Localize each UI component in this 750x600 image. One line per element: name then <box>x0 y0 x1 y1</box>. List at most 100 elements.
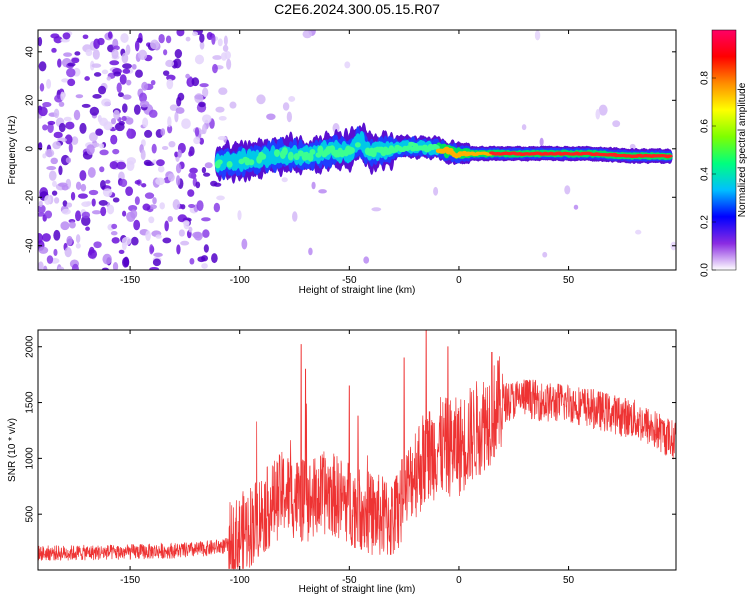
heatmap-cell <box>71 263 79 270</box>
x-tick-label: -100 <box>230 275 250 286</box>
heatmap-cell <box>81 201 91 207</box>
heatmap-cell <box>125 44 131 55</box>
heatmap-cell <box>92 94 102 99</box>
heatmap-cell <box>38 61 47 72</box>
heatmap-cell <box>148 204 158 210</box>
heatmap-cell <box>363 256 370 264</box>
snr-x-axis-label: Height of straight line (km) <box>299 584 416 595</box>
heatmap-cell <box>318 189 327 194</box>
x-tick-label: 50 <box>563 575 575 586</box>
heatmap-cell <box>92 142 100 148</box>
heatmap-cell <box>107 31 113 39</box>
heatmap-cell <box>167 116 172 128</box>
heatmap-cell <box>67 62 76 67</box>
heatmap-cell <box>371 207 382 212</box>
heatmap-cell <box>122 68 131 74</box>
y-tick-label: 2000 <box>25 335 36 358</box>
heatmap-cell <box>201 166 207 174</box>
heatmap-cell <box>174 111 179 123</box>
heatmap-cell <box>188 150 193 157</box>
heatmap-cell <box>51 190 58 196</box>
heatmap-cell <box>58 165 63 176</box>
heatmap-ridge-cell <box>307 152 314 162</box>
y-tick-label: 0 <box>25 146 36 152</box>
heatmap-cell <box>112 197 120 203</box>
heatmap-ridge-cell <box>260 153 267 160</box>
heatmap-cell <box>87 249 98 259</box>
heatmap-cell <box>598 104 608 116</box>
heatmap-cell <box>155 234 162 239</box>
colorbar-tick-label: 0.4 <box>700 167 711 181</box>
heatmap-cell <box>237 210 242 221</box>
heatmap-cell <box>281 177 288 183</box>
heatmap-cell <box>85 48 93 57</box>
heatmap-cell <box>91 63 102 68</box>
heatmap-cell <box>100 206 107 217</box>
heatmap-cell <box>211 253 218 264</box>
heatmap-cell <box>332 123 340 133</box>
heatmap-cell <box>193 136 201 145</box>
heatmap-cell <box>105 179 111 184</box>
heatmap-cell <box>58 122 66 133</box>
heatmap-cell <box>177 214 188 223</box>
snr-frame <box>37 329 677 571</box>
heatmap-cell <box>50 157 59 165</box>
heatmap-cell <box>213 182 222 187</box>
y-tick-label: 1500 <box>25 391 36 414</box>
heatmap-cell <box>133 104 141 115</box>
heatmap-cell <box>119 178 128 188</box>
heatmap-cell <box>93 72 102 77</box>
heatmap-cell <box>45 149 55 158</box>
heatmap-cell <box>153 252 163 257</box>
heatmap-cell <box>111 223 118 230</box>
heatmap-cell <box>120 33 129 43</box>
heatmap-cell <box>84 76 90 81</box>
heatmap-ridge-cell <box>216 159 223 165</box>
heatmap-cell <box>167 124 173 134</box>
heatmap-cell <box>144 129 153 138</box>
x-tick-label: 0 <box>456 275 462 286</box>
heatmap-cell <box>142 117 149 128</box>
heatmap-cell <box>101 98 111 107</box>
heatmap-cell <box>119 74 127 85</box>
heatmap-cell <box>165 35 172 44</box>
heatmap-cell <box>95 128 104 136</box>
heatmap-cell <box>192 31 199 37</box>
heatmap-cell <box>64 246 72 258</box>
heatmap-cell <box>595 109 601 120</box>
heatmap-cell <box>111 49 119 59</box>
heatmap-cell <box>47 120 56 125</box>
heatmap-cell <box>201 217 211 222</box>
heatmap-cell <box>156 159 165 167</box>
heatmap-cell <box>174 151 179 158</box>
heatmap-cell <box>133 219 141 231</box>
heatmap-cell <box>292 211 298 222</box>
heatmap-cell <box>199 40 205 50</box>
heatmap-cell <box>65 157 72 164</box>
heatmap-cell <box>150 39 160 50</box>
heatmap-cell <box>188 172 197 179</box>
snr-series-line <box>38 330 676 570</box>
heatmap-cell <box>91 198 96 207</box>
heatmap-cell <box>99 149 109 156</box>
heatmap-cell <box>256 94 266 105</box>
heatmap-cell <box>44 210 53 219</box>
heatmap-cell <box>134 40 140 52</box>
heatmap-cell <box>80 183 87 192</box>
heatmap-cell <box>162 70 170 76</box>
heatmap-cell <box>61 208 71 215</box>
heatmap-cell <box>168 140 176 148</box>
heatmap-cell <box>159 202 165 210</box>
heatmap-cell <box>223 35 228 46</box>
heatmap-cell <box>88 132 98 142</box>
heatmap-cell <box>47 122 54 134</box>
heatmap-ridge-cell <box>248 159 255 166</box>
heatmap-ridge-cell <box>309 149 316 155</box>
heatmap-cell <box>181 118 191 130</box>
heatmap-cell <box>66 235 73 246</box>
heatmap-cell <box>110 231 118 236</box>
heatmap-cell <box>144 192 155 199</box>
spectrogram-y-axis-label: Frequency (Hz) <box>7 116 18 185</box>
heatmap-cell <box>282 102 290 111</box>
